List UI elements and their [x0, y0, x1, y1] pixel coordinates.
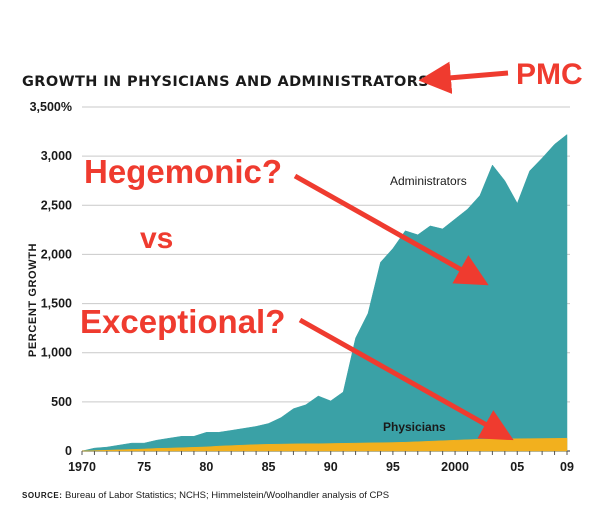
x-tick-label: 1970: [68, 460, 96, 474]
annotation-pmc: PMC: [516, 58, 583, 91]
x-tick-label: 09: [560, 460, 574, 474]
x-tick-label: 85: [262, 460, 276, 474]
x-tick-label: 90: [324, 460, 338, 474]
annotation-hegemonic: Hegemonic?: [84, 153, 282, 190]
y-tick-label: 1,000: [41, 346, 72, 360]
series-label-administrators: Administrators: [390, 174, 467, 188]
y-tick-label: 500: [51, 395, 72, 409]
source-text: Bureau of Labor Statistics; NCHS; Himmel…: [62, 490, 389, 501]
x-tick-label: 75: [137, 460, 151, 474]
y-tick-label: 2,500: [41, 198, 72, 212]
chart-title: GROWTH IN PHYSICIANS AND ADMINISTRATORS: [22, 74, 429, 90]
plot-area: [81, 133, 568, 452]
x-axis-ticks: 1970 75 80 85 90 95 2000 05 09: [68, 451, 574, 474]
x-tick-label: 2000: [441, 460, 469, 474]
y-tick-label: 1,500: [41, 297, 72, 311]
y-tick-label: 3,500%: [30, 100, 72, 114]
arrow-hegemonic: [293, 173, 489, 286]
arrow-exceptional: [298, 317, 514, 441]
y-axis-label: PERCENT GROWTH: [27, 243, 39, 357]
x-tick-label: 80: [199, 460, 213, 474]
y-tick-label: 0: [65, 444, 72, 458]
x-tick-label: 95: [386, 460, 400, 474]
annotation-exceptional: Exceptional?: [80, 303, 285, 340]
source-note: SOURCE: Bureau of Labor Statistics; NCHS…: [22, 490, 389, 501]
arrow-pmc: [418, 61, 509, 95]
y-tick-label: 3,000: [41, 149, 72, 163]
x-tick-label: 05: [510, 460, 524, 474]
series-label-physicians: Physicians: [383, 420, 446, 434]
y-axis-ticks: 0 500 1,000 1,500 2,000 2,500 3,000 3,500%: [30, 100, 72, 458]
source-prefix: SOURCE:: [22, 491, 62, 500]
y-tick-label: 2,000: [41, 247, 72, 261]
annotation-vs: vs: [140, 222, 173, 255]
area-administrators: [81, 133, 568, 452]
